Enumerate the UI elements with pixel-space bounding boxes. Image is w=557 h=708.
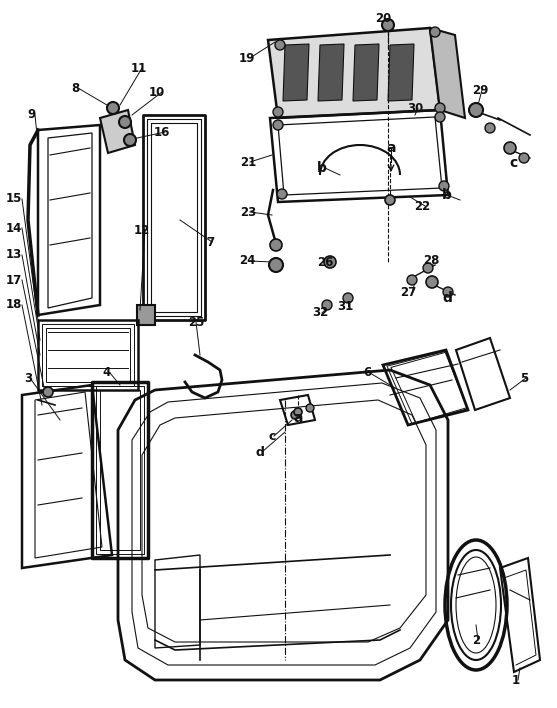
Text: 21: 21 — [240, 156, 256, 169]
Text: 5: 5 — [520, 372, 528, 384]
Polygon shape — [283, 44, 309, 101]
Text: 8: 8 — [71, 81, 79, 94]
Text: 9: 9 — [28, 108, 36, 122]
Circle shape — [270, 239, 282, 251]
Text: c: c — [509, 156, 517, 170]
Circle shape — [382, 19, 394, 31]
Text: 32: 32 — [312, 307, 328, 319]
Circle shape — [385, 195, 395, 205]
Circle shape — [435, 112, 445, 122]
Circle shape — [324, 256, 336, 268]
Text: 29: 29 — [472, 84, 488, 96]
Text: b: b — [317, 161, 327, 175]
Text: 17: 17 — [6, 273, 22, 287]
Circle shape — [306, 404, 314, 412]
Text: a: a — [386, 141, 396, 155]
Circle shape — [485, 123, 495, 133]
Text: 15: 15 — [6, 193, 22, 205]
Circle shape — [43, 387, 53, 397]
Circle shape — [107, 102, 119, 114]
Circle shape — [519, 153, 529, 163]
Text: 7: 7 — [206, 236, 214, 249]
Text: c: c — [268, 430, 276, 442]
Text: 24: 24 — [239, 254, 255, 268]
Text: b: b — [442, 188, 452, 202]
Text: 18: 18 — [6, 299, 22, 312]
Circle shape — [443, 287, 453, 297]
Text: 30: 30 — [407, 101, 423, 115]
Circle shape — [407, 275, 417, 285]
Circle shape — [294, 408, 302, 416]
Text: d: d — [442, 291, 452, 305]
Circle shape — [343, 293, 353, 303]
Polygon shape — [388, 44, 414, 101]
Circle shape — [269, 258, 283, 272]
Polygon shape — [268, 28, 440, 118]
Text: 27: 27 — [400, 287, 416, 299]
Circle shape — [124, 134, 136, 146]
Circle shape — [423, 263, 433, 273]
Polygon shape — [137, 305, 155, 325]
Text: 11: 11 — [131, 62, 147, 74]
Circle shape — [322, 300, 332, 310]
Circle shape — [119, 116, 131, 128]
Polygon shape — [318, 44, 344, 101]
Text: 4: 4 — [103, 367, 111, 379]
Circle shape — [504, 142, 516, 154]
Text: 1: 1 — [512, 673, 520, 687]
Text: 28: 28 — [423, 253, 439, 266]
Text: 12: 12 — [134, 224, 150, 236]
Circle shape — [277, 189, 287, 199]
Text: 31: 31 — [337, 299, 353, 312]
Polygon shape — [430, 28, 465, 118]
Text: 23: 23 — [240, 205, 256, 219]
Text: 26: 26 — [317, 256, 333, 268]
Text: 2: 2 — [472, 634, 480, 646]
Text: 14: 14 — [6, 222, 22, 234]
Circle shape — [273, 107, 283, 117]
Circle shape — [291, 411, 299, 419]
Circle shape — [273, 120, 283, 130]
Circle shape — [426, 276, 438, 288]
Text: a: a — [293, 411, 303, 425]
Text: 19: 19 — [239, 52, 255, 64]
Text: 20: 20 — [375, 11, 391, 25]
Polygon shape — [353, 44, 379, 101]
Text: 6: 6 — [363, 367, 371, 379]
Circle shape — [439, 181, 449, 191]
Circle shape — [430, 27, 440, 37]
Text: 16: 16 — [154, 125, 170, 139]
Circle shape — [469, 103, 483, 117]
Polygon shape — [100, 110, 135, 153]
Text: 10: 10 — [149, 86, 165, 98]
Circle shape — [275, 40, 285, 50]
Circle shape — [435, 103, 445, 113]
Text: 25: 25 — [188, 316, 204, 329]
Text: 13: 13 — [6, 249, 22, 261]
Text: 3: 3 — [24, 372, 32, 384]
Text: d: d — [256, 445, 265, 459]
Text: 22: 22 — [414, 200, 430, 212]
